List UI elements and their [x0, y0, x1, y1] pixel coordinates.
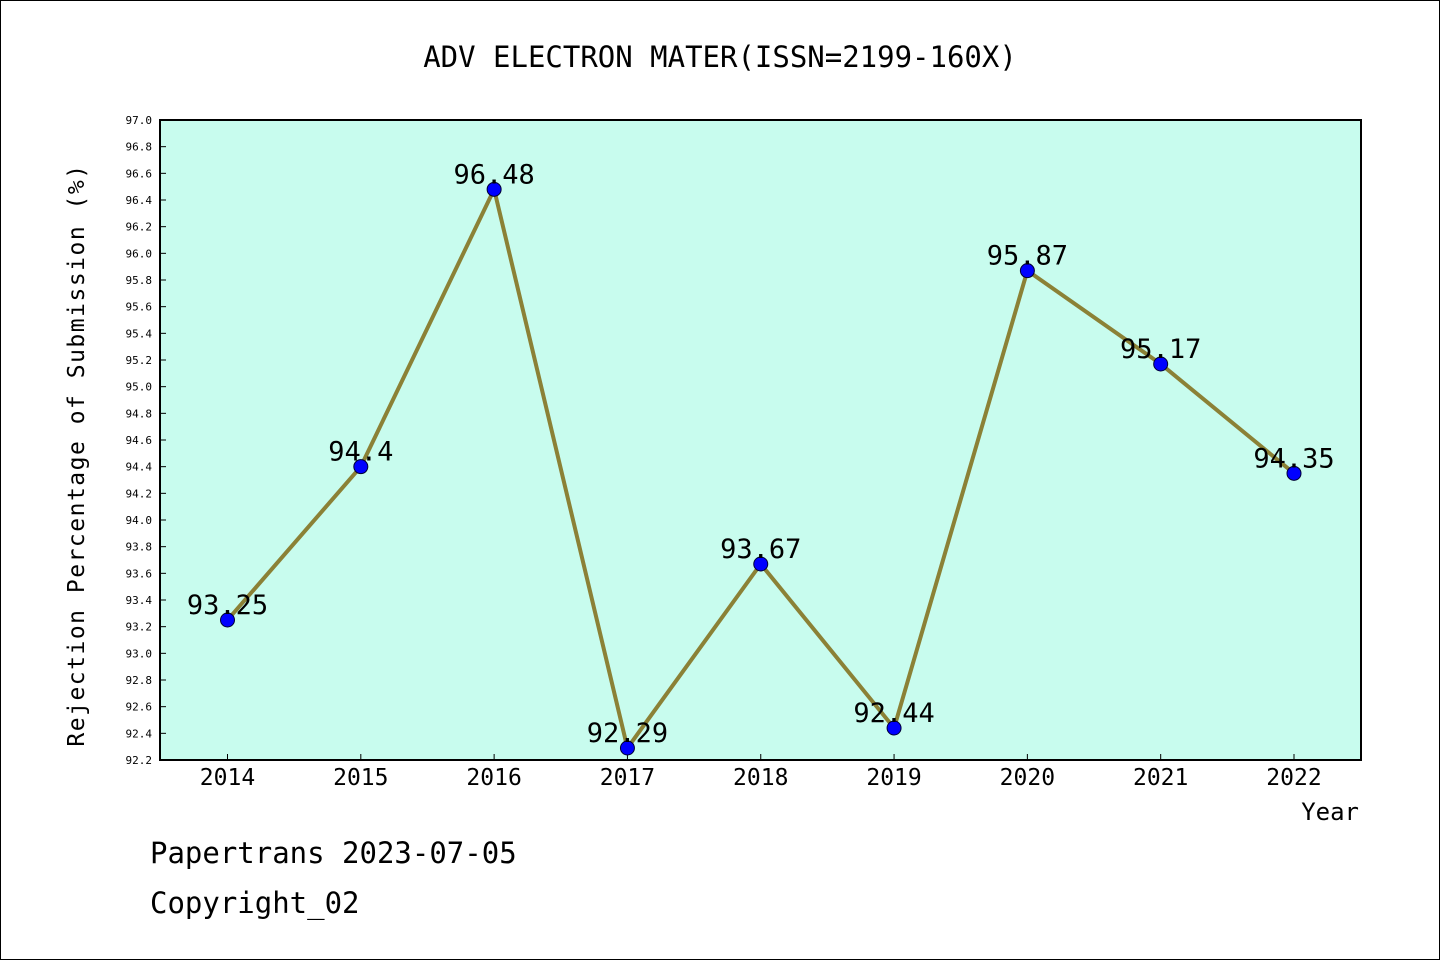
y-tick-label: 97.0 — [126, 114, 153, 127]
data-label: 94.35 — [1253, 443, 1334, 474]
y-axis-label: Rejection Percentage of Submission (%) — [64, 163, 90, 746]
y-tick-label: 93.0 — [126, 647, 153, 660]
y-tick-label: 95.8 — [126, 274, 153, 287]
x-tick-label: 2020 — [1000, 765, 1055, 791]
y-tick-label: 94.2 — [126, 487, 153, 500]
plot-area — [159, 119, 1362, 761]
y-axis: 92.2 92.4 92.6 92.8 93.0 93.2 93.4 93.6 93.8 94.0… — [126, 114, 166, 767]
y-tick-label: 96.4 — [126, 194, 153, 207]
data-label: 94.4 — [328, 437, 393, 468]
x-tick-label: 2016 — [466, 765, 521, 791]
data-point — [1019, 263, 1035, 279]
y-tick-label: 94.4 — [126, 461, 153, 474]
x-tick-label: 2017 — [600, 765, 655, 791]
data-markers — [220, 181, 1302, 756]
y-tick-label: 93.4 — [126, 594, 153, 607]
y-tick-label: 93.8 — [126, 541, 153, 554]
data-label: 92.44 — [853, 698, 934, 729]
y-tick-label: 96.6 — [126, 167, 153, 180]
x-axis-label: Year — [1301, 798, 1359, 826]
data-label: 92.29 — [587, 718, 668, 749]
y-tick-label: 92.8 — [126, 674, 153, 687]
y-tick-label: 92.4 — [126, 727, 153, 740]
y-tick-label: 94.8 — [126, 407, 153, 420]
y-tick-label: 96.8 — [126, 141, 153, 154]
data-point — [753, 556, 769, 572]
data-point — [1153, 356, 1169, 372]
x-tick-label: 2014 — [200, 765, 255, 791]
y-tick-label: 94.0 — [126, 514, 153, 527]
y-tick-label: 93.6 — [126, 567, 153, 580]
data-point — [486, 181, 502, 197]
data-point — [619, 740, 635, 756]
data-point — [353, 459, 369, 475]
data-point — [220, 612, 235, 628]
x-tick-label: 2018 — [733, 765, 788, 791]
y-tick-label: 95.0 — [126, 381, 153, 394]
data-point — [886, 720, 902, 736]
data-label: 93.67 — [720, 534, 801, 565]
x-axis: 2014 2015 2016 2017 2018 2019 2020 2021 2022 — [200, 754, 1322, 791]
y-tick-label: 96.2 — [126, 221, 153, 234]
y-tick-label: 94.6 — [126, 434, 153, 447]
footer-date-text: Papertrans 2023-07-05 — [150, 836, 517, 870]
data-point — [1286, 465, 1302, 481]
y-tick-label: 92.2 — [126, 754, 153, 767]
x-tick-label: 2015 — [333, 765, 388, 791]
x-tick-label: 2019 — [866, 765, 921, 791]
data-labels: 93.25 94.4 96.48 92.29 93.67 92.44 95.87 95.17 9… — [187, 159, 1335, 749]
x-tick-label: 2021 — [1133, 765, 1188, 791]
y-tick-label: 95.2 — [126, 354, 153, 367]
chart-title: ADV ELECTRON MATER(ISSN=2199-160X) — [423, 40, 1017, 74]
y-tick-label: 95.4 — [126, 327, 153, 340]
data-label: 95.17 — [1120, 334, 1201, 365]
data-label: 96.48 — [453, 159, 534, 190]
y-tick-label: 95.6 — [126, 301, 153, 314]
y-tick-label: 96.0 — [126, 247, 153, 260]
y-tick-label: 92.6 — [126, 701, 153, 714]
data-label: 95.87 — [987, 241, 1068, 272]
x-tick-label: 2022 — [1266, 765, 1321, 791]
footer-copyright-text: Copyright_02 — [150, 886, 360, 920]
y-tick-label: 93.2 — [126, 621, 153, 634]
data-label: 93.25 — [187, 590, 268, 621]
